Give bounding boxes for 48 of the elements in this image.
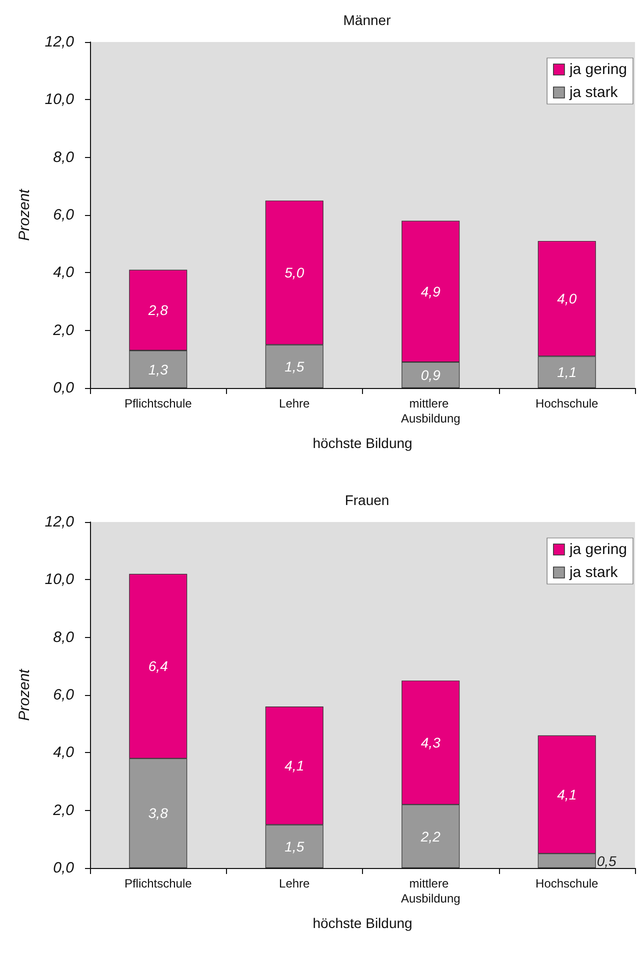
y-axis-title: Prozent bbox=[16, 188, 33, 241]
data-label: 6,4 bbox=[148, 658, 168, 674]
data-label: 1,5 bbox=[284, 838, 304, 854]
y-tick-label: 12,0 bbox=[44, 514, 75, 530]
data-label: 4,3 bbox=[420, 734, 441, 751]
data-label: 4,1 bbox=[284, 758, 304, 774]
data-label: 4,9 bbox=[420, 283, 441, 300]
chart-title: Männer bbox=[343, 12, 392, 28]
y-tick-label: 2,0 bbox=[52, 802, 75, 819]
y-tick-label: 12,0 bbox=[44, 34, 75, 50]
x-tick-label: Hochschule bbox=[536, 396, 599, 410]
data-label: 1,3 bbox=[148, 361, 168, 378]
x-tick-label: mittlere Ausbildung bbox=[400, 396, 460, 426]
x-tick-label: Lehre bbox=[279, 396, 310, 410]
legend-label: ja stark bbox=[568, 84, 618, 101]
y-tick-label: 10,0 bbox=[44, 571, 75, 588]
x-tick-label: Pflichtschule bbox=[124, 396, 192, 410]
y-tick-label: 10,0 bbox=[44, 91, 75, 108]
chart-title: Frauen bbox=[344, 492, 390, 508]
y-tick-label: 6,0 bbox=[53, 686, 75, 704]
x-axis-title: höchste Bildung bbox=[312, 435, 412, 451]
data-label: 4,1 bbox=[557, 786, 577, 802]
data-label: 1,5 bbox=[284, 358, 304, 374]
data-label: 1,1 bbox=[557, 364, 577, 380]
x-tick-label: Hochschule bbox=[536, 876, 599, 890]
y-tick-label: 0,0 bbox=[53, 860, 75, 876]
y-tick-label: 8,0 bbox=[53, 148, 75, 166]
y-tick-label: 4,0 bbox=[53, 744, 75, 762]
y-axis-title: Prozent bbox=[16, 668, 33, 721]
legend-label: ja gering bbox=[568, 541, 628, 558]
legend-label: ja gering bbox=[568, 61, 628, 78]
y-tick-label: 2,0 bbox=[52, 322, 75, 339]
data-label: 3,8 bbox=[148, 805, 168, 822]
data-label: 2,2 bbox=[420, 828, 441, 844]
legend-label: ja stark bbox=[568, 564, 618, 581]
y-tick-label: 4,0 bbox=[53, 264, 75, 282]
y-tick-label: 8,0 bbox=[53, 628, 75, 646]
y-tick-label: 0,0 bbox=[53, 380, 75, 396]
x-tick-label: Lehre bbox=[279, 876, 310, 890]
x-tick-label: Pflichtschule bbox=[124, 876, 192, 890]
y-tick-label: 6,0 bbox=[53, 206, 75, 224]
data-label: 4,0 bbox=[557, 290, 577, 307]
x-axis-title: höchste Bildung bbox=[312, 915, 412, 931]
data-label: 0,9 bbox=[420, 367, 441, 384]
data-label: 5,0 bbox=[284, 264, 304, 281]
data-label: 0,5 bbox=[596, 852, 617, 869]
x-tick-label: mittlere Ausbildung bbox=[400, 876, 460, 906]
data-label: 2,8 bbox=[147, 302, 168, 318]
